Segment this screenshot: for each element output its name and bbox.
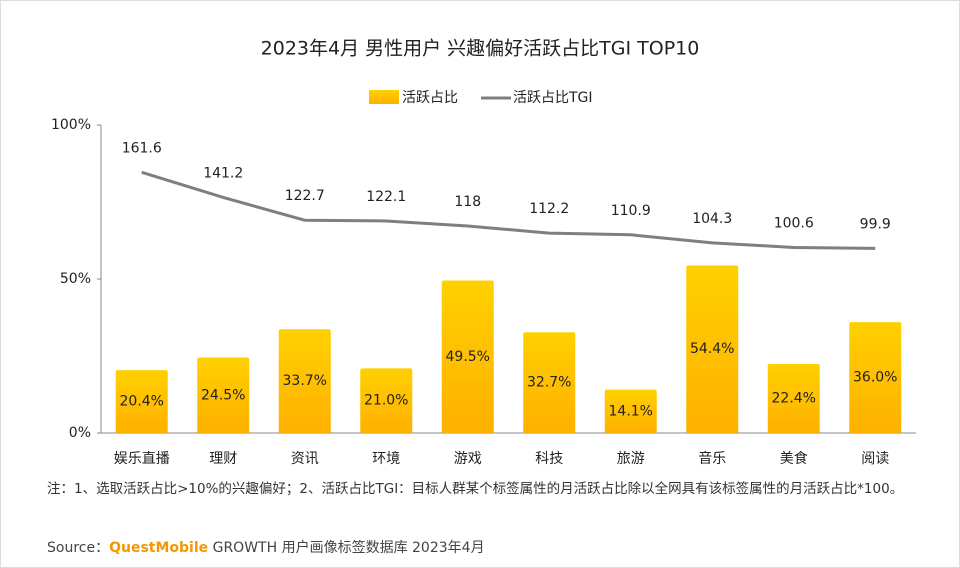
bar-value-label: 54.4% — [690, 341, 734, 357]
bar-value-label: 21.0% — [364, 393, 408, 409]
x-tick-label: 资讯 — [291, 451, 319, 467]
bar-value-label: 20.4% — [120, 394, 164, 410]
line-value-label: 110.9 — [611, 203, 651, 219]
x-tick-label: 游戏 — [454, 451, 482, 467]
x-tick-label: 环境 — [372, 451, 400, 467]
y-tick-label: 50% — [60, 271, 91, 287]
source-text: GROWTH 用户画像标签数据库 2023年4月 — [212, 540, 485, 556]
y-tick-label: 0% — [69, 425, 91, 441]
line-value-label: 118 — [454, 194, 481, 210]
line-value-label: 99.9 — [860, 216, 891, 232]
bar-value-label: 49.5% — [446, 349, 490, 365]
legend-label: 活跃占比 — [402, 90, 458, 106]
bar — [278, 329, 331, 433]
source-label: Source： — [47, 540, 110, 556]
bar — [849, 322, 902, 433]
source-brand: QuestMobile — [109, 540, 209, 556]
line — [141, 170, 876, 250]
bar — [767, 364, 820, 433]
bar — [686, 265, 739, 433]
bar-value-label: 36.0% — [853, 370, 897, 386]
line-value-label: 161.6 — [122, 140, 162, 156]
bar-value-label: 14.1% — [609, 403, 653, 419]
chart-title: 2023年4月 男性用户 兴趣偏好活跃占比TGI TOP10 — [261, 38, 700, 60]
line-value-label: 104.3 — [692, 211, 732, 227]
line-value-label: 100.6 — [774, 215, 814, 231]
bar — [441, 280, 494, 433]
bar-value-label: 33.7% — [283, 373, 327, 389]
x-tick-label: 阅读 — [861, 450, 889, 467]
line-value-label: 141.2 — [203, 165, 243, 181]
legend-swatch — [369, 90, 399, 104]
bar — [523, 332, 576, 433]
bar — [360, 368, 413, 433]
legend-label: 活跃占比TGI — [513, 90, 593, 106]
line-value-label: 122.7 — [285, 188, 325, 204]
bar-value-label: 22.4% — [772, 391, 816, 407]
x-tick-label: 旅游 — [617, 451, 645, 467]
x-tick-label: 科技 — [535, 451, 563, 467]
line-value-label: 112.2 — [529, 201, 569, 217]
y-tick-label: 100% — [51, 117, 91, 133]
x-tick-label: 娱乐直播 — [114, 450, 170, 467]
x-tick-label: 美食 — [780, 450, 808, 467]
x-tick-label: 理财 — [209, 451, 237, 467]
bar-value-label: 24.5% — [201, 387, 245, 403]
source: Source：QuestMobile GROWTH 用户画像标签数据库 2023… — [47, 537, 485, 557]
note: 注：1、选取活跃占比>10%的兴趣偏好；2、活跃占比TGI：目标人群某个标签属性… — [47, 481, 904, 497]
x-tick-label: 音乐 — [698, 450, 726, 467]
bar-value-label: 32.7% — [527, 375, 571, 391]
bar — [115, 370, 168, 433]
line-value-label: 122.1 — [366, 189, 406, 205]
bar — [197, 357, 250, 433]
bar — [604, 389, 657, 433]
chart: 2023年4月 男性用户 兴趣偏好活跃占比TGI TOP10 活跃占比 活跃占比T… — [51, 38, 916, 467]
